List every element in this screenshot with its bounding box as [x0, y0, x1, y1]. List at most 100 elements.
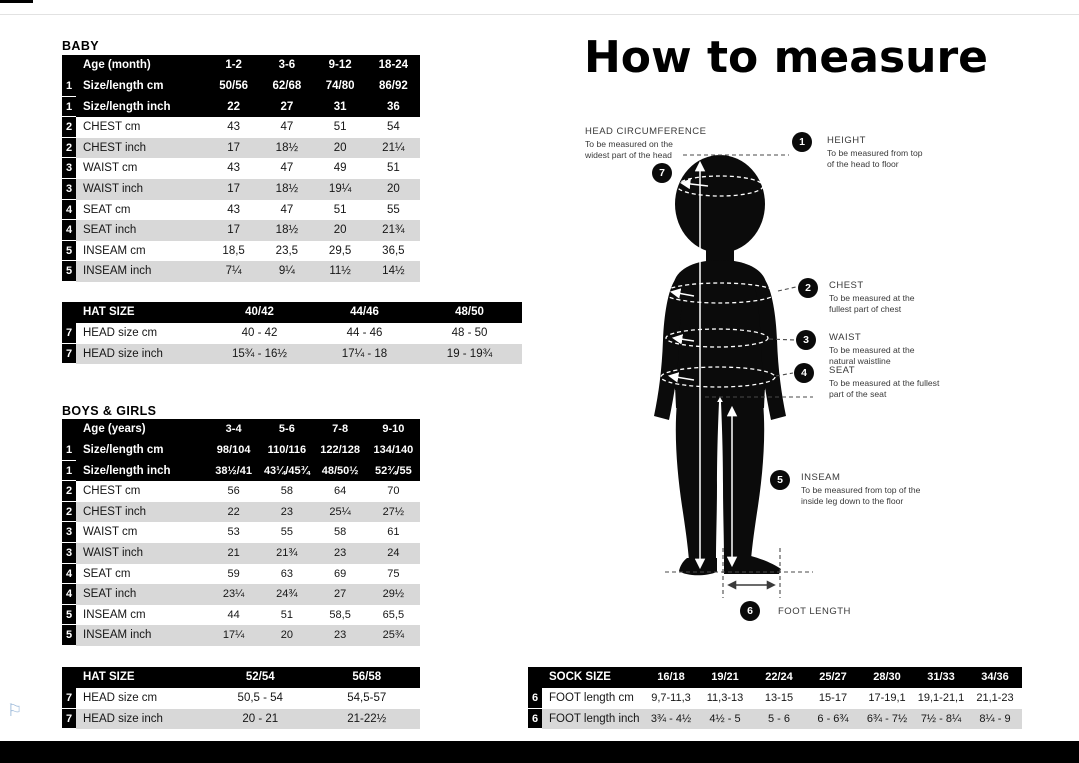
table-header-row: Age (month) 1-2 3-6 9-12 18-24 — [62, 55, 420, 76]
table-row: 5 INSEAM cm 18,5 23,5 29,5 36,5 — [62, 240, 420, 262]
row-value: 19¼ — [328, 182, 352, 195]
row-number-badge: 3 — [62, 158, 76, 179]
table-row: 6 FOOT length cm 9,7-11,3 11,3-13 13-15 15-17… — [528, 688, 1022, 709]
table-header-label: HAT SIZE — [83, 671, 135, 683]
row-number-badge: 4 — [62, 563, 76, 585]
row-value: 23 — [334, 546, 347, 559]
row-value: 21-22½ — [347, 712, 387, 725]
row-value: 51 — [333, 121, 347, 134]
badge-seat: 4 — [794, 363, 814, 383]
row-value: 20 — [333, 224, 347, 237]
row-number-badge: 5 — [62, 625, 76, 646]
row-label: INSEAM cm — [83, 244, 146, 257]
table-header-value: 56/58 — [352, 671, 382, 683]
row-value: 44 - 46 — [346, 327, 383, 339]
annotation-label: WAIST — [829, 332, 862, 343]
row-value: 21 — [227, 546, 240, 559]
table-header-value: 1-2 — [225, 59, 242, 71]
row-label: FOOT length inch — [549, 712, 640, 725]
annotation-chest: CHEST To be measured at the fullest part… — [829, 280, 915, 314]
row-label: INSEAM cm — [83, 608, 146, 621]
table-header-value: 22/24 — [765, 671, 793, 683]
row-value: 6 - 6¾ — [817, 712, 849, 725]
row-value: 64 — [334, 485, 347, 498]
table-header-row: HAT SIZE 40/42 44/46 48/50 — [62, 302, 522, 323]
row-label: HEAD size cm — [83, 692, 158, 704]
row-value: 59 — [227, 567, 240, 580]
table-row: 2 CHEST cm 43 47 51 54 — [62, 117, 420, 138]
row-value: 29½ — [382, 588, 405, 601]
row-value: 27½ — [382, 505, 405, 518]
row-value: 110/116 — [267, 444, 307, 456]
row-value: 70 — [387, 485, 400, 498]
row-value: 36,5 — [382, 244, 405, 257]
row-label: Size/length cm — [83, 80, 164, 92]
row-value: 27 — [334, 588, 347, 601]
table-badge-cell — [62, 419, 76, 440]
row-number-badge: 4 — [62, 584, 76, 605]
row-value: 15-17 — [818, 692, 848, 704]
row-value: 31 — [333, 100, 347, 113]
baby-size-table: Age (month) 1-2 3-6 9-12 18-24 1 Size/length c… — [62, 55, 420, 282]
row-value: 17-19,1 — [868, 692, 906, 704]
body-silhouette-diagram — [654, 154, 813, 598]
row-value: 11,3-13 — [706, 692, 744, 704]
row-value: 8¼ - 9 — [979, 712, 1011, 725]
row-number-badge: 5 — [62, 604, 76, 626]
annotation-waist: WAIST To be measured at the natural wais… — [829, 332, 915, 366]
row-value: 48/50½ — [321, 464, 359, 477]
badge-height: 1 — [792, 132, 812, 152]
row-value: 3¾ - 4½ — [650, 712, 692, 725]
row-value: 7¼ — [225, 265, 242, 278]
row-value: 17¼ - 18 — [341, 347, 388, 360]
table-header-label: Age (month) — [83, 59, 151, 71]
table-header-label: HAT SIZE — [83, 306, 135, 318]
row-value: 50/56 — [219, 80, 249, 92]
row-number-badge: 5 — [62, 261, 76, 282]
row-label: INSEAM inch — [83, 265, 152, 278]
row-value: 17 — [227, 224, 241, 237]
row-value: 38½/41 — [215, 464, 252, 477]
table-row: 2 CHEST inch 22 23 25¼ 27½ — [62, 501, 420, 523]
row-number-badge: 6 — [528, 688, 542, 709]
row-number-badge: 2 — [62, 137, 76, 159]
row-value: 23 — [280, 505, 293, 518]
row-number-badge: 1 — [62, 460, 76, 482]
annotation-desc: To be measured at the natural waistline — [829, 345, 915, 366]
row-value: 22 — [227, 100, 241, 113]
row-value: 40 - 42 — [241, 327, 278, 339]
annotation-label: CHEST — [829, 280, 864, 291]
row-value: 43 — [227, 203, 241, 216]
table-row: 5 INSEAM inch 17¼ 20 23 25¾ — [62, 625, 420, 646]
row-label: INSEAM inch — [83, 629, 152, 642]
badge-waist: 3 — [796, 330, 816, 350]
row-value: 4½ - 5 — [709, 712, 741, 725]
annotation-seat: SEAT To be measured at the fullest part … — [829, 365, 939, 399]
table-header-value: 52/54 — [245, 671, 275, 683]
row-value: 49 — [333, 162, 347, 175]
row-value: 44 — [227, 608, 240, 621]
table-header-label: SOCK SIZE — [549, 671, 611, 683]
badge-inseam: 5 — [770, 470, 790, 490]
bottom-black-bar — [0, 741, 1079, 763]
page-title: How to measure — [583, 32, 989, 83]
flag-icon[interactable]: ⚐ — [7, 701, 23, 720]
table-header-value: 9-12 — [328, 59, 352, 71]
row-value: 54 — [386, 121, 400, 134]
row-value: 63 — [280, 567, 293, 580]
row-label: WAIST inch — [83, 546, 144, 559]
table-row: 3 WAIST inch 17 18½ 19¼ 20 — [62, 178, 420, 200]
row-label: SEAT inch — [83, 224, 137, 237]
table-badge-cell — [62, 55, 76, 76]
row-value: 43 — [227, 162, 241, 175]
annotation-desc: To be measured on the widest part of the… — [585, 139, 673, 160]
row-value: 20 — [333, 141, 347, 154]
row-value: 122/128 — [320, 444, 360, 456]
table-badge-cell — [528, 667, 542, 688]
table-row: 4 SEAT cm 59 63 69 75 — [62, 563, 420, 585]
table-row: 4 SEAT cm 43 47 51 55 — [62, 199, 420, 221]
row-value: 51 — [333, 203, 347, 216]
row-number-badge: 7 — [62, 688, 76, 709]
row-label: Size/length cm — [83, 444, 164, 456]
row-value: 98/104 — [216, 444, 251, 456]
